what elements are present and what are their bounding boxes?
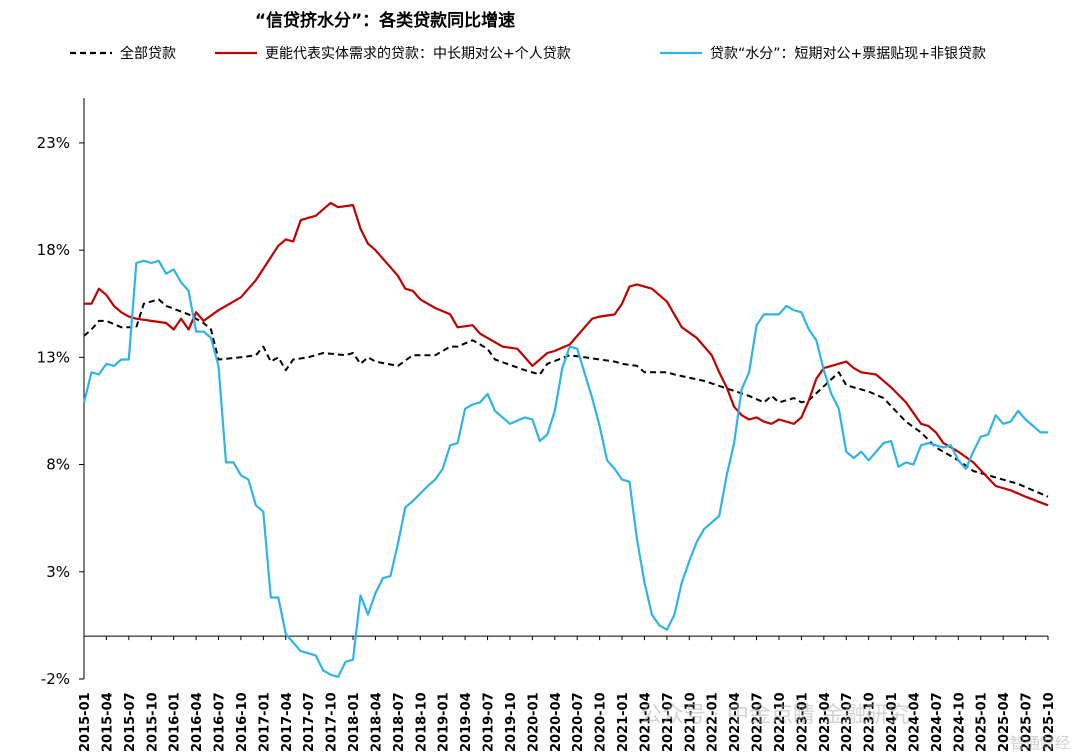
x-tick-label: 2022-04 bbox=[728, 692, 743, 752]
x-tick-label: 2016-04 bbox=[190, 692, 205, 752]
watermark-text: 公众号 · 中金点睛 金融研究 bbox=[640, 703, 910, 728]
x-tick-label: 2015-10 bbox=[145, 692, 160, 752]
y-tick-label: 13% bbox=[37, 348, 70, 366]
x-tick-label: 2015-01 bbox=[78, 692, 93, 752]
y-tick-label: 23% bbox=[37, 134, 70, 152]
x-tick-label: 2016-01 bbox=[168, 692, 183, 752]
x-tick-label: 2016-07 bbox=[213, 692, 228, 752]
series-line-3 bbox=[82, 259, 1048, 679]
x-tick-label: 2022-07 bbox=[751, 692, 766, 752]
y-tick-label: -2% bbox=[41, 670, 70, 688]
x-tick-label: 2016-10 bbox=[235, 692, 250, 752]
y-tick-label: 18% bbox=[37, 241, 70, 259]
x-tick-label: 2022-10 bbox=[773, 692, 788, 752]
x-axis: 2015-01 2015-04 2015-07 2015-10 2016-01 2016-… bbox=[78, 635, 1057, 752]
x-tick-label: 2022-01 bbox=[706, 692, 721, 752]
x-tick-label: 2018-01 bbox=[347, 692, 362, 752]
x-tick-label: 2020-07 bbox=[571, 692, 586, 752]
legend-label-2: 更能代表实体需求的贷款：中长期对公+个人贷款 bbox=[265, 46, 571, 62]
x-tick-label: 2017-07 bbox=[302, 692, 317, 752]
x-tick-label: 2019-10 bbox=[504, 692, 519, 752]
legend: 全部贷款 更能代表实体需求的贷款：中长期对公+个人贷款 贷款“水分”：短期对公+票据… bbox=[70, 45, 986, 62]
series-line-1 bbox=[83, 298, 1049, 498]
x-tick-label: 2023-07 bbox=[840, 692, 855, 752]
x-tick-label: 2017-04 bbox=[280, 692, 295, 752]
x-tick-label: 2019-01 bbox=[437, 692, 452, 752]
y-tick-label: 3% bbox=[46, 563, 70, 581]
x-tick-label: 2020-10 bbox=[594, 692, 609, 752]
x-tick-label: 2020-04 bbox=[549, 692, 564, 752]
series-line-2 bbox=[84, 201, 1049, 507]
x-tick-label: 2019-04 bbox=[459, 692, 474, 752]
plot-lines bbox=[82, 201, 1049, 679]
x-tick-label: 2025-01 bbox=[975, 692, 990, 752]
x-tick-label: 2024-10 bbox=[952, 692, 967, 752]
x-tick-label: 2017-10 bbox=[325, 692, 340, 752]
x-tick-label: 2020-01 bbox=[526, 692, 541, 752]
x-tick-label: 2023-01 bbox=[795, 692, 810, 752]
x-tick-label: 2021-04 bbox=[638, 692, 653, 752]
x-tick-label: 2023-04 bbox=[818, 692, 833, 752]
x-tick-label: 2024-01 bbox=[885, 692, 900, 752]
x-tick-label: 2025-07 bbox=[1020, 692, 1035, 752]
x-tick-label: 2021-01 bbox=[616, 692, 631, 752]
x-tick-label: 2018-04 bbox=[369, 692, 384, 752]
watermark-corner-text: 智通财经 bbox=[1010, 734, 1070, 752]
x-tick-label: 2025-04 bbox=[997, 692, 1012, 752]
x-tick-label: 2025-10 bbox=[1042, 692, 1057, 752]
x-tick-label: 2018-10 bbox=[414, 692, 429, 752]
legend-label-1: 全部贷款 bbox=[120, 45, 176, 62]
x-tick-label: 2015-04 bbox=[100, 692, 115, 752]
x-tick-label: 2021-07 bbox=[661, 692, 676, 752]
y-tick-label: 8% bbox=[46, 456, 70, 474]
chart-title: “信贷挤水分”：各类贷款同比增速 bbox=[255, 10, 515, 31]
legend-label-3: 贷款“水分”：短期对公+票据贴现+非银贷款 bbox=[710, 46, 986, 62]
x-tick-label: 2018-07 bbox=[392, 692, 407, 752]
y-axis: -2% 3% 8% 13% 18% 23% bbox=[37, 98, 85, 688]
x-tick-label: 2024-04 bbox=[907, 692, 922, 752]
x-tick-label: 2024-07 bbox=[930, 692, 945, 752]
x-tick-label: 2017-01 bbox=[257, 692, 272, 752]
x-tick-label: 2021-10 bbox=[683, 692, 698, 752]
x-tick-label: 2015-07 bbox=[123, 692, 138, 752]
x-tick-label: 2019-07 bbox=[482, 692, 497, 752]
x-tick-label: 2023-10 bbox=[863, 692, 878, 752]
